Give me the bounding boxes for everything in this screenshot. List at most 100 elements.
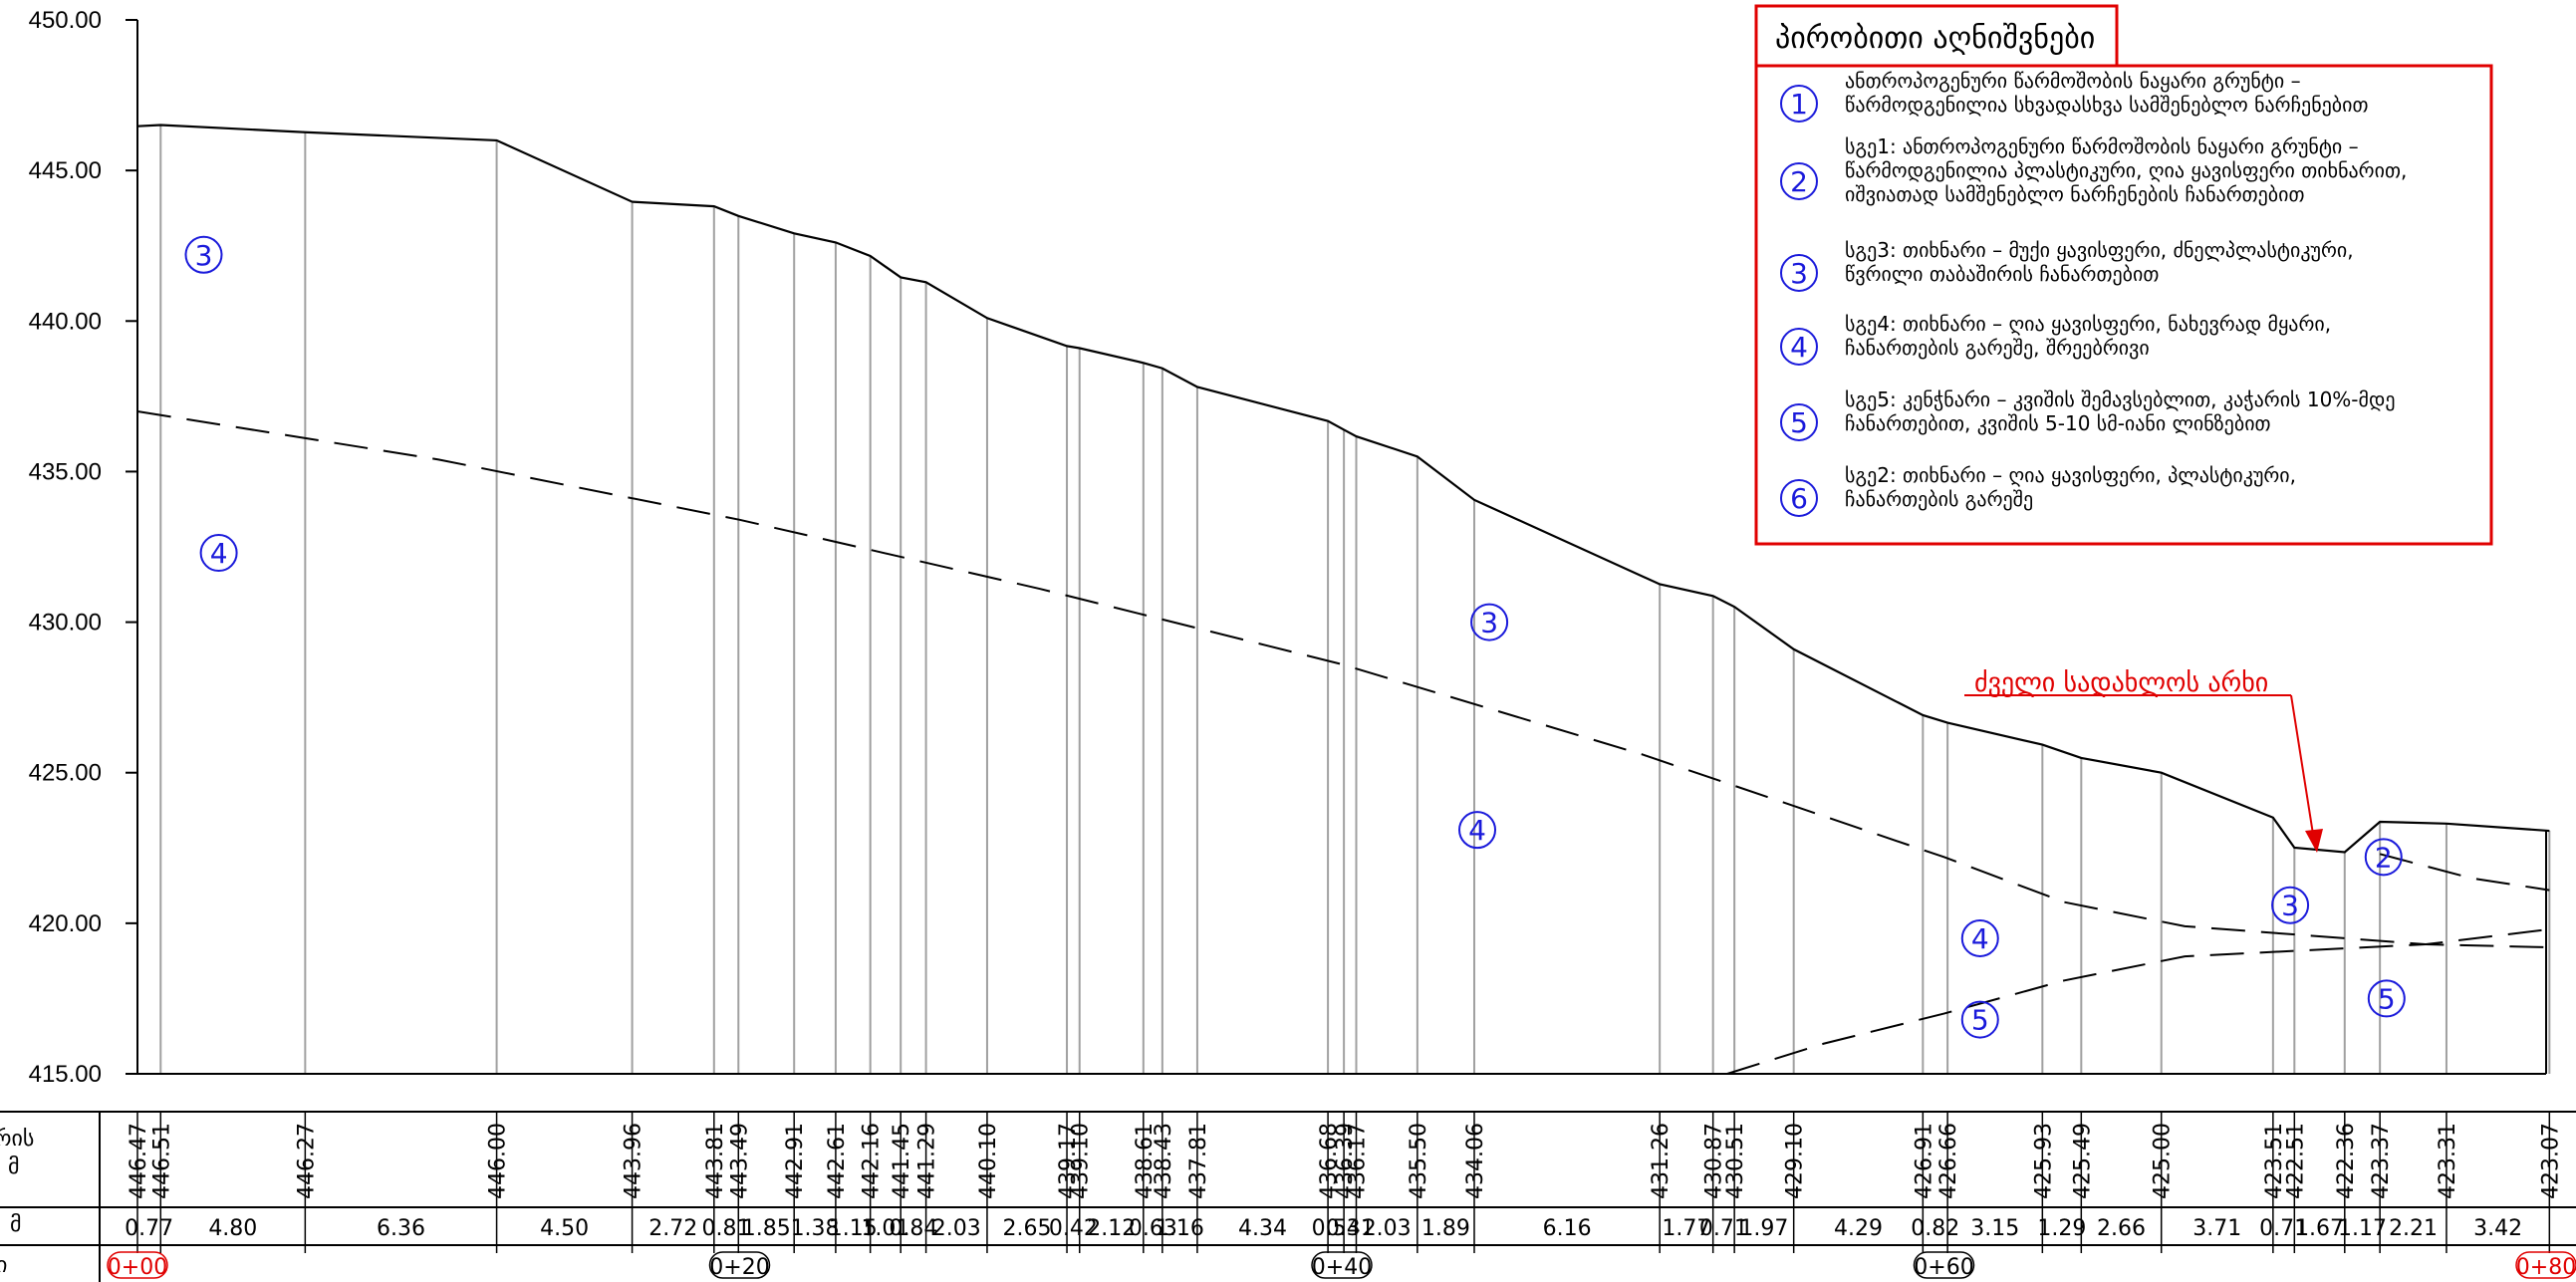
ground-surface-line xyxy=(136,124,2550,854)
distance-value: 0.82 xyxy=(1911,1216,1959,1241)
elevation-value: 426.66 xyxy=(1936,1123,1961,1199)
legend-item-text: სგე5: კენჭნარი – კვიშის შემავსებლით, კაჭ… xyxy=(1845,387,2396,411)
distance-value: 1.16 xyxy=(1156,1216,1204,1241)
legend-item-text: ჩანართებით, კვიშის 5-10 სმ-იანი ლინზებით xyxy=(1845,411,2271,435)
elevation-value: 441.29 xyxy=(915,1123,940,1199)
legend-box xyxy=(1754,64,2493,546)
soil-marker-number: 3 xyxy=(2281,890,2299,922)
elevation-value: 446.51 xyxy=(149,1123,174,1199)
elevation-value: 436.17 xyxy=(1346,1123,1371,1199)
legend-item-text: სგე1: ანთროპოგენური წარმოშობის ნაყარი გრ… xyxy=(1845,134,2359,158)
soil-marker-circle xyxy=(1458,811,1497,850)
legend-marker-circle xyxy=(1780,328,1818,366)
soil-marker-number: 4 xyxy=(1468,814,1486,847)
soil-marker-circle xyxy=(199,534,238,573)
station-label: 0+20 xyxy=(709,1255,769,1280)
elevation-value: 438.61 xyxy=(1133,1123,1158,1199)
boundary-layer-3-4 xyxy=(136,409,2550,949)
soil-marker-number: 2 xyxy=(2375,841,2393,874)
elevation-value: 435.50 xyxy=(1407,1123,1431,1199)
elevation-value: 440.10 xyxy=(976,1123,1001,1199)
distance-value: 4.34 xyxy=(1238,1216,1287,1241)
elevation-value: 446.47 xyxy=(127,1123,151,1199)
legend-marker-number: 4 xyxy=(1790,331,1808,364)
distance-value: 2.21 xyxy=(2389,1216,2438,1241)
soil-marker-circle xyxy=(2271,886,2310,924)
legend-item-text: სგე4: თიხნარი – ღია ყავისფერი, ნახევრად … xyxy=(1845,312,2331,336)
station-row-label: ი xyxy=(0,1253,7,1278)
ground-profile xyxy=(136,124,2550,854)
elevation-value: 446.00 xyxy=(486,1123,511,1199)
elevation-value: 437.81 xyxy=(1186,1123,1211,1199)
legend-marker-circle xyxy=(1780,85,1818,123)
annotation-arrowhead xyxy=(2305,829,2323,853)
legend-marker-number: 1 xyxy=(1790,88,1808,121)
elevation-value: 439.17 xyxy=(1056,1123,1081,1199)
legend-marker-circle xyxy=(1780,479,1818,517)
station-marker xyxy=(2515,1251,2576,1279)
distance-value: 0.42 xyxy=(1049,1216,1098,1241)
distance-value: 0.71 xyxy=(1699,1216,1748,1241)
elevation-value: 443.96 xyxy=(622,1123,646,1199)
distance-value: 1.67 xyxy=(2295,1216,2344,1241)
elevation-value: 443.81 xyxy=(703,1123,728,1199)
distance-value: 0.84 xyxy=(889,1216,937,1241)
y-tick-label: 420.00 xyxy=(29,910,102,937)
legend-item-text: სგე3: თიხნარი – მუქი ყავისფერი, ძნელპლას… xyxy=(1845,238,2354,262)
legend-marker-circle xyxy=(1780,162,1818,200)
distance-value: 2.65 xyxy=(1003,1216,1052,1241)
elevation-value: 439.10 xyxy=(1069,1123,1094,1199)
boundary-layer-3-2 xyxy=(2379,853,2550,892)
station-marker xyxy=(1311,1251,1373,1279)
distance-value: 3.71 xyxy=(2192,1216,2241,1241)
elevation-value: 446.27 xyxy=(294,1123,319,1199)
legend-item-text: წვრილი თაბაშირის ჩანართებით xyxy=(1845,262,2159,286)
distance-value: 6.16 xyxy=(1543,1216,1592,1241)
distance-value: 2.66 xyxy=(2097,1216,2146,1241)
distance-value: 0.81 xyxy=(702,1216,751,1241)
soil-marker-circle xyxy=(2367,979,2406,1018)
soil-marker-circle xyxy=(1470,603,1509,641)
legend: პირობითი აღნიშვნები 1 ანთროპოგენური წარმო… xyxy=(1754,4,2493,546)
soil-marker-number: 5 xyxy=(1971,1004,1989,1037)
station-marker xyxy=(107,1251,168,1279)
distance-value: 1.29 xyxy=(2037,1216,2086,1241)
legend-marker-circle xyxy=(1780,403,1818,441)
boundary-layer-4-5 xyxy=(1726,927,2550,1075)
elevation-value: 422.51 xyxy=(2283,1123,2308,1199)
elevation-value: 431.26 xyxy=(1649,1123,1674,1199)
distance-value: 2.03 xyxy=(1363,1216,1412,1241)
distance-row-label: მ xyxy=(10,1212,22,1237)
elevation-value: 443.49 xyxy=(727,1123,752,1199)
distance-value: 1.01 xyxy=(861,1216,909,1241)
elevation-row-label-2: , მ xyxy=(0,1154,19,1179)
distance-value: 1.38 xyxy=(791,1216,840,1241)
legend-marker-number: 3 xyxy=(1790,257,1808,290)
elevation-value: 430.87 xyxy=(1702,1123,1727,1199)
elevation-value: 438.43 xyxy=(1152,1123,1176,1199)
soil-marker-number: 3 xyxy=(195,239,213,272)
soil-marker-circle xyxy=(2364,838,2403,877)
distance-value: 1.77 xyxy=(1662,1216,1710,1241)
legend-item-text: სგე2: თიხნარი – ღია ყავისფერი, პლასტიკურ… xyxy=(1845,463,2296,487)
elevation-value: 423.51 xyxy=(2262,1123,2287,1199)
elevation-value: 436.39 xyxy=(1333,1123,1358,1199)
station-label: 0+00 xyxy=(108,1255,167,1280)
elevation-value: 442.16 xyxy=(860,1123,885,1199)
legend-marker-circle xyxy=(1780,254,1818,292)
distance-value: 0.41 xyxy=(1326,1216,1375,1241)
elevation-value: 436.68 xyxy=(1317,1123,1342,1199)
distance-value: 4.29 xyxy=(1834,1216,1883,1241)
legend-item-text: ანთროპოგენური წარმოშობის ნაყარი გრუნტი – xyxy=(1845,69,2301,93)
annotation-leader xyxy=(2290,694,2316,848)
elevation-value: 441.45 xyxy=(890,1123,914,1199)
legend-marker-number: 5 xyxy=(1790,406,1808,439)
elevation-value: 425.93 xyxy=(2031,1123,2056,1199)
soil-markers: 3 4 3 4 4 5 3 2 5 xyxy=(184,235,2406,1039)
elevation-value: 423.31 xyxy=(2436,1123,2460,1199)
soil-boundaries xyxy=(136,409,2550,1075)
distance-value: 1.17 xyxy=(2338,1216,2387,1241)
elevation-value: 430.51 xyxy=(1723,1123,1748,1199)
station-marker xyxy=(708,1251,771,1279)
elevation-value: 423.37 xyxy=(2369,1123,2394,1199)
